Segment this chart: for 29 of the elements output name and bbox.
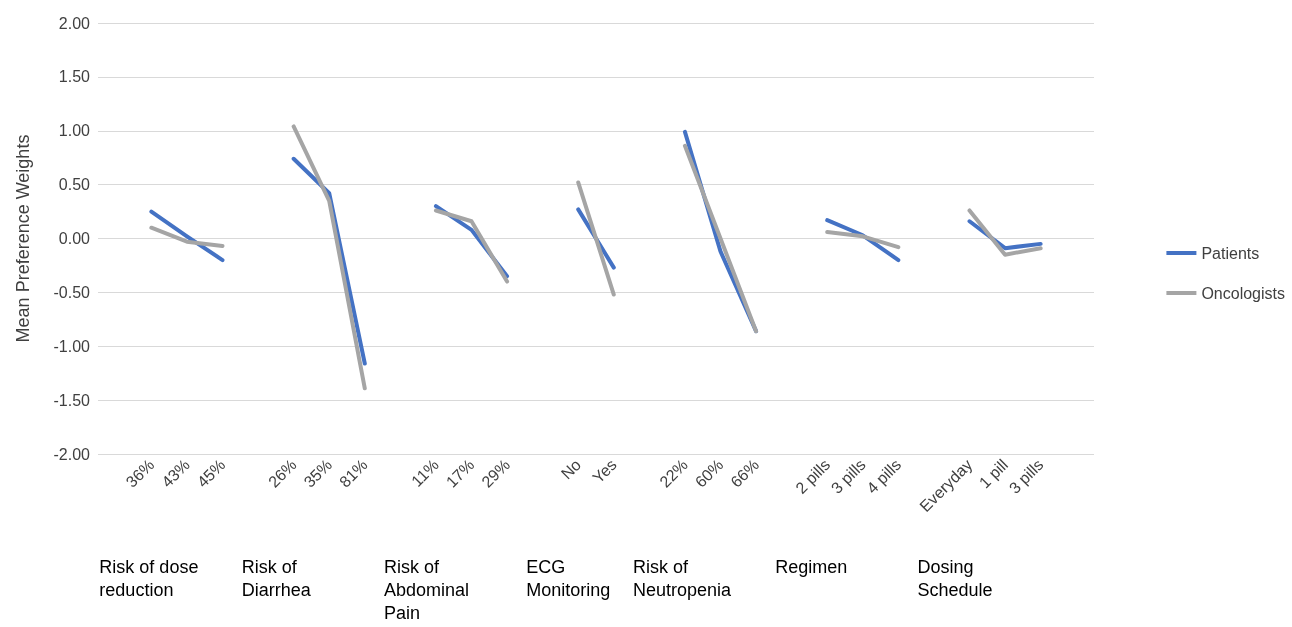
y-tick-label: -0.50: [53, 283, 91, 301]
text: Risk of Diarrhea: [241, 556, 312, 600]
x-tick-label: 81%: [336, 455, 371, 491]
text: Risk of Neutropenia: [632, 556, 732, 600]
y-tick-label: 2.00: [58, 14, 91, 32]
x-tick-label: 43%: [158, 455, 193, 491]
x-tick-label: 36%: [122, 455, 158, 491]
x-tick-label: 66%: [727, 455, 763, 491]
x-tick-label: 45%: [193, 455, 229, 491]
legend-label: Oncologists: [1201, 284, 1285, 302]
text: ECG Monitoring: [526, 556, 611, 600]
y-axis-title: Mean Preference Weights: [13, 134, 33, 343]
y-tick-label: 1.50: [58, 68, 91, 86]
text: Risk of Abdominal Pain: [383, 556, 474, 623]
text: Dosing Schedule: [917, 556, 993, 600]
y-tick-label: 0.00: [58, 230, 91, 247]
text: Risk of dose reduction: [99, 556, 204, 600]
x-tick-label: Yes: [589, 455, 620, 487]
x-tick-label: 11%: [408, 455, 442, 490]
x-tick-label: 35%: [300, 455, 336, 491]
x-tick-label: No: [557, 455, 585, 483]
y-tick-label: 0.50: [58, 176, 91, 194]
y-tick-label: -1.50: [53, 391, 91, 409]
legend-label: Patients: [1201, 244, 1260, 262]
text: Regimen: [775, 556, 848, 577]
x-tick-label: 60%: [691, 455, 727, 491]
y-tick-label: -1.00: [53, 337, 91, 355]
y-tick-label: -2.00: [53, 445, 91, 463]
y-tick-label: 1.00: [58, 122, 91, 140]
